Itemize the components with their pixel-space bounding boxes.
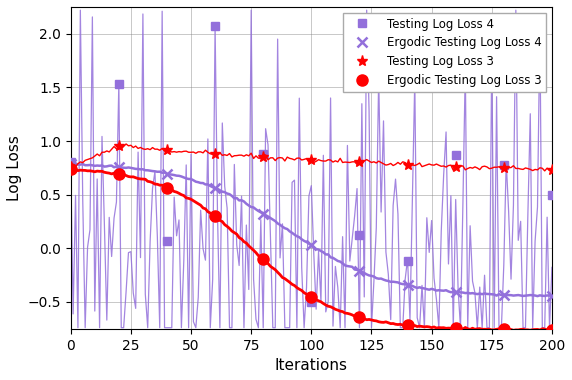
- Testing Log Loss 3: [404, 162, 411, 167]
- Ergodic Testing Log Loss 4: [500, 293, 507, 297]
- Ergodic Testing Log Loss 3: [452, 326, 459, 331]
- Line: Ergodic Testing Log Loss 3: Ergodic Testing Log Loss 3: [65, 164, 558, 335]
- Ergodic Testing Log Loss 4: [452, 290, 459, 294]
- Testing Log Loss 4: [308, 300, 315, 304]
- Ergodic Testing Log Loss 3: [404, 323, 411, 328]
- Ergodic Testing Log Loss 3: [164, 185, 170, 190]
- Ergodic Testing Log Loss 4: [212, 186, 219, 190]
- Y-axis label: Log Loss: Log Loss: [7, 135, 22, 201]
- Testing Log Loss 4: [164, 239, 170, 243]
- Testing Log Loss 4: [116, 81, 122, 86]
- Ergodic Testing Log Loss 3: [549, 328, 555, 332]
- Ergodic Testing Log Loss 3: [356, 315, 363, 320]
- Ergodic Testing Log Loss 3: [260, 257, 267, 262]
- X-axis label: Iterations: Iterations: [275, 358, 348, 373]
- Ergodic Testing Log Loss 4: [356, 269, 363, 273]
- Ergodic Testing Log Loss 3: [212, 214, 219, 219]
- Line: Ergodic Testing Log Loss 4: Ergodic Testing Log Loss 4: [66, 159, 557, 301]
- Testing Log Loss 3: [308, 158, 315, 162]
- Ergodic Testing Log Loss 4: [260, 212, 267, 216]
- Testing Log Loss 3: [212, 152, 219, 156]
- Testing Log Loss 3: [452, 164, 459, 169]
- Testing Log Loss 3: [164, 148, 170, 153]
- Ergodic Testing Log Loss 4: [164, 171, 170, 176]
- Testing Log Loss 3: [260, 155, 267, 159]
- Testing Log Loss 4: [67, 160, 74, 165]
- Legend: Testing Log Loss 4, Ergodic Testing Log Loss 4, Testing Log Loss 3, Ergodic Test: Testing Log Loss 4, Ergodic Testing Log …: [343, 13, 546, 92]
- Ergodic Testing Log Loss 3: [308, 294, 315, 299]
- Testing Log Loss 3: [500, 166, 507, 171]
- Testing Log Loss 3: [549, 168, 555, 172]
- Ergodic Testing Log Loss 3: [500, 327, 507, 332]
- Testing Log Loss 4: [452, 153, 459, 157]
- Ergodic Testing Log Loss 4: [549, 294, 555, 298]
- Testing Log Loss 3: [116, 144, 122, 149]
- Testing Log Loss 4: [260, 152, 267, 156]
- Testing Log Loss 3: [356, 160, 363, 165]
- Line: Testing Log Loss 4: Testing Log Loss 4: [66, 22, 556, 306]
- Ergodic Testing Log Loss 4: [116, 165, 122, 169]
- Ergodic Testing Log Loss 3: [67, 167, 74, 172]
- Testing Log Loss 4: [549, 192, 555, 197]
- Ergodic Testing Log Loss 3: [116, 172, 122, 177]
- Ergodic Testing Log Loss 4: [308, 243, 315, 248]
- Line: Testing Log Loss 3: Testing Log Loss 3: [65, 141, 558, 175]
- Testing Log Loss 4: [212, 24, 219, 28]
- Ergodic Testing Log Loss 4: [404, 283, 411, 288]
- Ergodic Testing Log Loss 4: [67, 162, 74, 166]
- Testing Log Loss 3: [67, 165, 74, 169]
- Testing Log Loss 4: [404, 259, 411, 263]
- Testing Log Loss 4: [500, 162, 507, 167]
- Testing Log Loss 4: [356, 233, 363, 238]
